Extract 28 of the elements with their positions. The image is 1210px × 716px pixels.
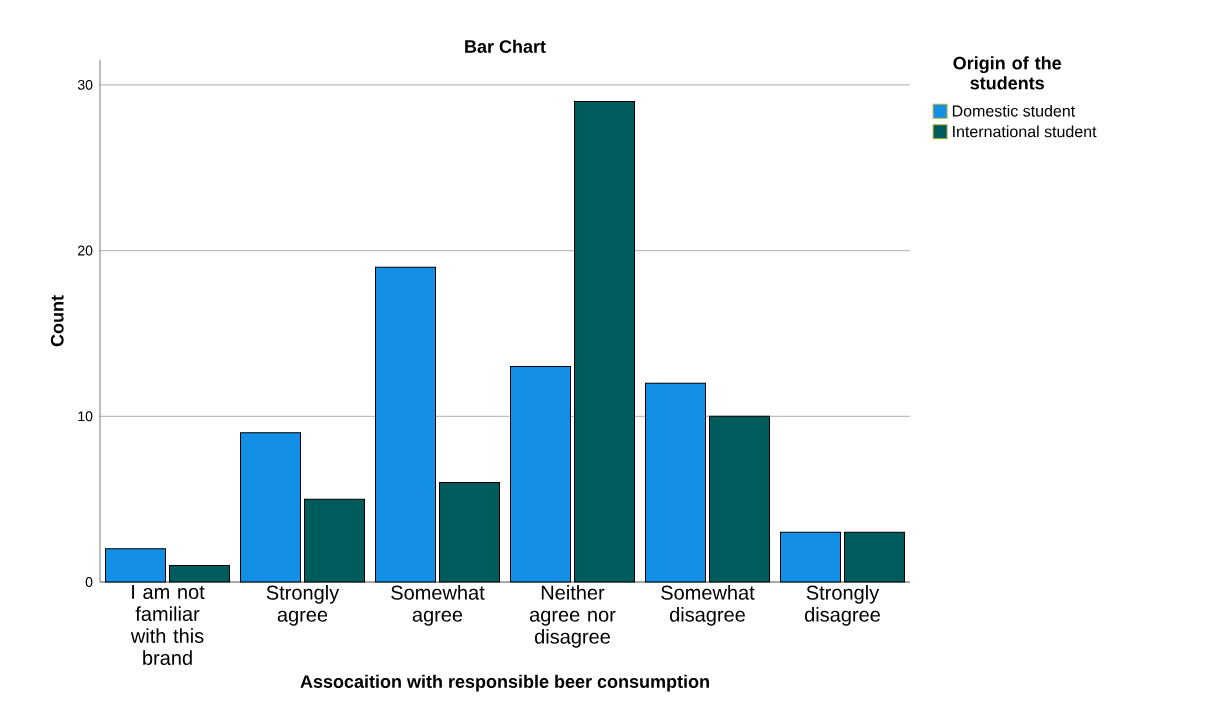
x-tick-label: Somewhat agree <box>391 585 485 626</box>
y-tick-label: 0 <box>85 577 93 587</box>
bar <box>375 266 436 583</box>
bar <box>574 100 635 583</box>
legend-label: Domestic student <box>952 104 1076 117</box>
x-axis-title: Assocaition with responsible beer consumption <box>300 674 709 692</box>
bar <box>240 432 301 583</box>
y-tick-label: 10 <box>78 411 93 422</box>
chart-title: Bar Chart <box>465 39 546 53</box>
x-tick-label: Neither agree nor disagree <box>529 585 616 648</box>
x-tick-label: I am not familiar with this brand <box>130 585 205 665</box>
bar <box>709 415 770 583</box>
y-tick-label: 30 <box>77 79 93 90</box>
bar <box>105 548 167 583</box>
bar <box>169 564 231 583</box>
bar <box>779 531 841 583</box>
bar <box>510 366 571 583</box>
x-tick-label: Strongly agree <box>266 585 340 626</box>
bar <box>843 531 905 583</box>
y-tick-label: 20 <box>78 245 93 256</box>
x-tick-label: Strongly disagree <box>804 585 880 626</box>
legend-label: International student <box>953 125 1097 138</box>
bar <box>304 498 366 583</box>
bar <box>645 382 706 583</box>
bar <box>439 482 500 583</box>
x-tick-label: Somewhat disagree <box>661 585 755 626</box>
y-axis-title: Count <box>50 295 64 347</box>
legend-title: Origin of the students <box>953 56 1062 90</box>
